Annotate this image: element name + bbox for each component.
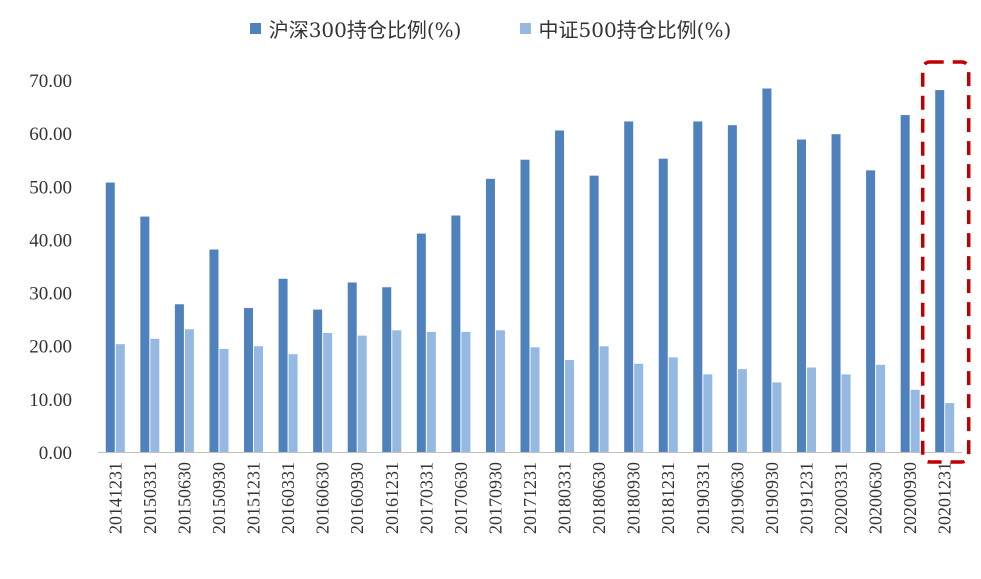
bar-hs300: [520, 159, 530, 452]
bar-hs300: [278, 278, 288, 452]
x-tick-label: 20191231: [796, 462, 816, 534]
bar-hs300: [451, 215, 461, 452]
x-tick-label: 20161231: [382, 462, 402, 534]
bar-zz500: [495, 330, 505, 452]
x-tick-label: 20190930: [762, 462, 782, 534]
x-tick-label: 20150331: [140, 462, 160, 534]
x-tick-label: 20171231: [520, 462, 540, 534]
bar-zz500: [703, 374, 713, 452]
bar-hs300: [762, 88, 772, 452]
bar-hs300: [555, 130, 565, 452]
bar-zz500: [461, 331, 471, 452]
x-tick-label: 20160930: [347, 462, 367, 534]
x-tick-label: 20180630: [589, 462, 609, 534]
x-tick-label: 20180331: [555, 462, 575, 534]
x-tick-label: 20150630: [174, 462, 194, 534]
bar-zz500: [219, 348, 229, 452]
x-tick-label: 20201231: [935, 462, 955, 534]
x-tick-label: 20200331: [831, 462, 851, 534]
x-tick-label: 20190630: [727, 462, 747, 534]
bar-hs300: [174, 304, 184, 452]
bar-zz500: [910, 389, 920, 452]
highlight-box: [920, 60, 971, 464]
bar-hs300: [866, 170, 876, 453]
bar-hs300: [313, 309, 323, 452]
y-tick-label: 0.00: [39, 443, 72, 464]
bar-zz500: [357, 335, 367, 452]
y-tick-label: 50.00: [29, 177, 72, 198]
bar-zz500: [323, 332, 333, 452]
bar-hs300: [382, 287, 392, 452]
bar-hs300: [485, 178, 495, 453]
bar-hs300: [140, 216, 150, 452]
x-tick-label: 20190331: [693, 462, 713, 534]
bar-zz500: [806, 367, 816, 452]
bar-zz500: [530, 347, 540, 452]
legend-item-zz500: 中证500持仓比例(%): [519, 14, 732, 43]
y-tick-label: 30.00: [29, 284, 72, 305]
bar-hs300: [693, 121, 703, 453]
bar-hs300: [796, 139, 806, 452]
y-tick-label: 20.00: [29, 337, 72, 358]
x-tick-label: 20181231: [658, 462, 678, 534]
bar-zz500: [254, 346, 264, 452]
bar-hs300: [935, 90, 945, 453]
bar-zz500: [115, 344, 125, 452]
y-tick-label: 60.00: [29, 124, 72, 145]
bar-zz500: [150, 338, 160, 452]
bar-zz500: [772, 382, 782, 452]
bar-hs300: [727, 125, 737, 453]
x-tick-label: 20200630: [866, 462, 886, 534]
legend-label-hs300: 沪深300持仓比例(%): [268, 18, 462, 42]
bar-zz500: [565, 360, 575, 452]
x-tick-label: 20170630: [451, 462, 471, 534]
bar-zz500: [945, 403, 955, 452]
y-tick-label: 10.00: [29, 390, 72, 411]
x-tick-label: 20170331: [416, 462, 436, 534]
bar-zz500: [426, 331, 436, 452]
bar-zz500: [668, 357, 678, 452]
bar-hs300: [209, 249, 219, 452]
bar-hs300: [589, 175, 599, 452]
x-tick-label: 20150930: [209, 462, 229, 534]
x-tick-label: 20160630: [313, 462, 333, 534]
legend-item-hs300: 沪深300持仓比例(%): [249, 14, 462, 43]
bar-zz500: [392, 330, 402, 452]
bar-zz500: [737, 369, 747, 452]
x-tick-label: 20170930: [485, 462, 505, 534]
bar-hs300: [105, 182, 115, 452]
bar-zz500: [634, 363, 644, 452]
bar-zz500: [876, 364, 886, 452]
y-tick-label: 40.00: [29, 230, 72, 251]
bar-hs300: [624, 121, 634, 453]
bar-zz500: [184, 329, 194, 452]
x-tick-label: 20141231: [105, 462, 125, 534]
bar-zz500: [288, 354, 298, 452]
x-tick-label: 20151231: [244, 462, 264, 534]
bar-zz500: [841, 374, 851, 452]
bar-hs300: [244, 307, 254, 452]
legend-swatch-zz500: [519, 23, 531, 34]
bar-hs300: [347, 282, 357, 452]
legend: 沪深300持仓比例(%) 中证500持仓比例(%): [0, 14, 981, 43]
x-tick-label: 20200930: [900, 462, 920, 534]
x-tick-label: 20180930: [624, 462, 644, 534]
legend-label-zz500: 中证500持仓比例(%): [538, 18, 732, 42]
bar-hs300: [831, 134, 841, 452]
bar-hs300: [900, 115, 910, 453]
bar-zz500: [599, 346, 609, 452]
bar-hs300: [416, 233, 426, 452]
bar-hs300: [658, 158, 668, 452]
x-tick-label: 20160331: [278, 462, 298, 534]
y-tick-label: 70.00: [29, 71, 72, 92]
legend-swatch-hs300: [249, 23, 261, 34]
